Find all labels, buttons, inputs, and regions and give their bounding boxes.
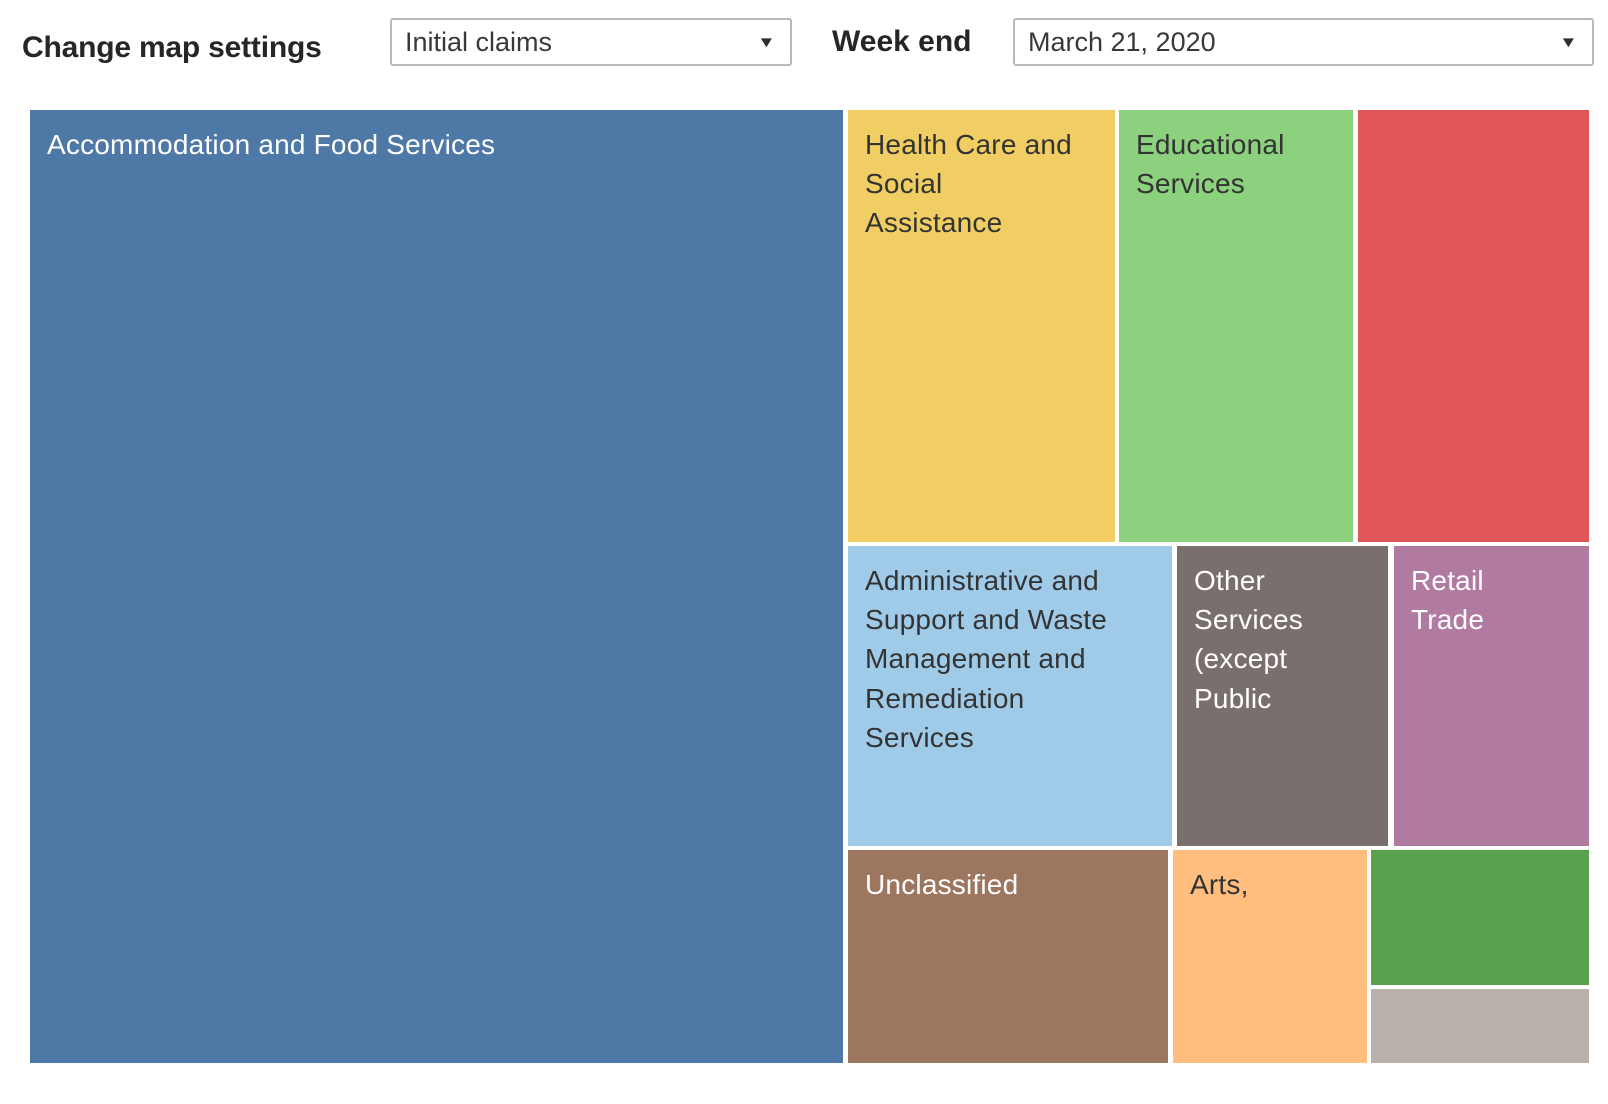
treemap-tile-unclassified[interactable]: Unclassified — [848, 850, 1168, 1063]
treemap-tile-other-services-except-public[interactable]: Other Services (except Public — [1177, 546, 1388, 846]
tile-label: Other Services (except Public — [1194, 565, 1303, 714]
metric-dropdown-value: Initial claims — [405, 26, 553, 57]
treemap-tile-health-care-and-social-assistance[interactable]: Health Care and Social Assistance — [848, 110, 1115, 542]
change-map-settings-label: Change map settings — [22, 31, 322, 64]
treemap-tile-retail-trade[interactable]: Retail Trade — [1394, 546, 1589, 846]
tile-label: Educational Services — [1136, 129, 1285, 200]
treemap-tile-accommodation-and-food-services[interactable]: Accommodation and Food Services — [30, 110, 843, 1063]
treemap-tile-arts[interactable]: Arts, — [1173, 850, 1367, 1063]
chevron-down-icon: ▼ — [757, 33, 776, 51]
treemap-tile-unlabeled-green[interactable] — [1371, 850, 1589, 985]
tile-label: Health Care and Social Assistance — [865, 129, 1072, 239]
tile-label: Unclassified — [865, 869, 1019, 900]
tile-label: Administrative and Support and Waste Man… — [865, 565, 1108, 753]
tile-label: Accommodation and Food Services — [47, 129, 496, 160]
treemap-tile-unlabeled-gray[interactable] — [1371, 989, 1589, 1063]
treemap: Accommodation and Food Services Health Ca… — [30, 110, 1589, 1063]
tile-label: Retail Trade — [1411, 565, 1485, 636]
metric-dropdown[interactable]: Initial claims ▼ — [390, 18, 792, 66]
treemap-tile-unlabeled-red[interactable] — [1358, 110, 1589, 542]
chevron-down-icon: ▼ — [1559, 33, 1578, 51]
tile-label: Arts, — [1190, 869, 1249, 900]
treemap-tile-administrative-support-waste-management-remediation[interactable]: Administrative and Support and Waste Man… — [848, 546, 1172, 846]
week-end-label: Week end — [832, 25, 972, 58]
date-dropdown-value: March 21, 2020 — [1028, 26, 1216, 57]
week-end-date-dropdown[interactable]: March 21, 2020 ▼ — [1013, 18, 1594, 66]
treemap-tile-educational-services[interactable]: Educational Services — [1119, 110, 1353, 542]
